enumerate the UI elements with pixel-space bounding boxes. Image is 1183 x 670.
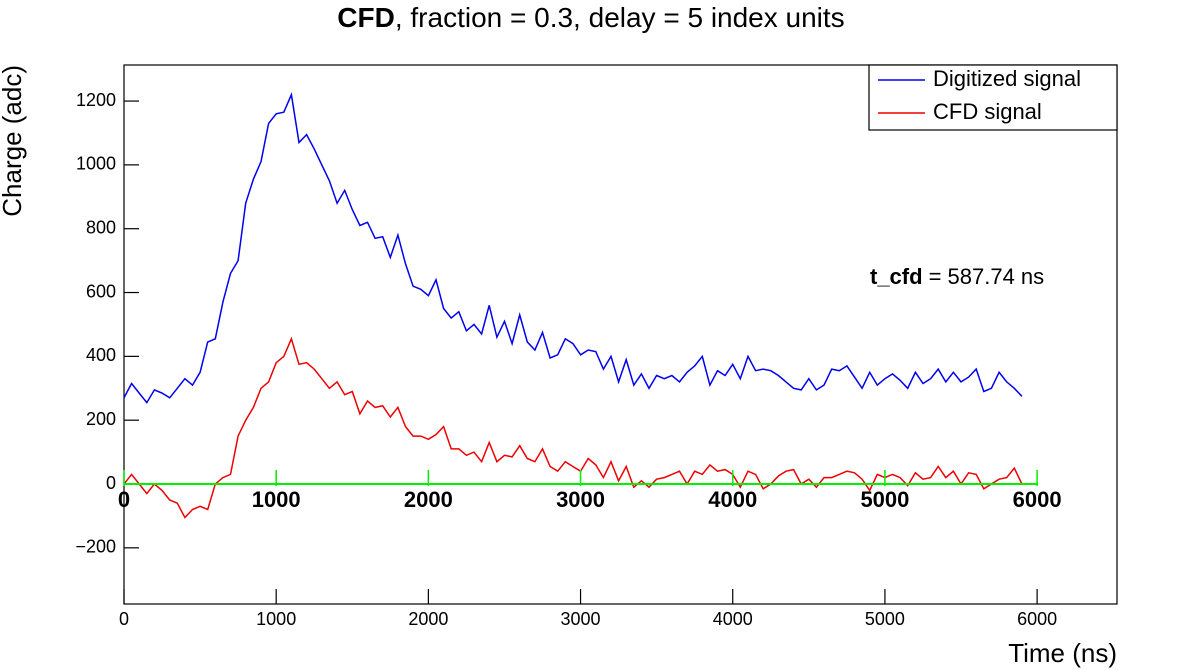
x-tick-label: 6000 (1017, 609, 1057, 629)
y-axis-label: Charge (adc) (0, 65, 27, 217)
series-line (123, 92, 1023, 404)
x-axis-label: Time (ns) (1008, 638, 1117, 668)
chart-title: CFD, fraction = 0.3, delay = 5 index uni… (337, 2, 844, 33)
annotation-name: t_cfd (870, 264, 923, 289)
cfd-axis-label: 4000 (708, 487, 757, 512)
y-tick-label: 800 (86, 217, 116, 237)
legend-label: Digitized signal (933, 66, 1081, 91)
y-tick-label: 1000 (76, 154, 116, 174)
y-tick-label: 400 (86, 345, 116, 365)
y-tick-label: 0 (106, 473, 116, 493)
cfd-axis-label: 0 (118, 487, 130, 512)
y-tick-label: 600 (86, 281, 116, 301)
x-tick-label: 3000 (561, 609, 601, 629)
cfd-axis-label: 6000 (1013, 487, 1062, 512)
title-rest: , fraction = 0.3, delay = 5 index units (395, 2, 845, 33)
x-tick-label: 4000 (713, 609, 753, 629)
annotation-text: = 587.74 ns (929, 264, 1045, 289)
legend-box (868, 64, 1118, 131)
series-line (123, 336, 1023, 519)
x-tick-label: 5000 (865, 609, 905, 629)
title-bold: CFD (337, 2, 395, 33)
cfd-axis-label: 1000 (252, 487, 301, 512)
y-tick-label: 1200 (76, 90, 116, 110)
x-tick-label: 2000 (408, 609, 448, 629)
y-tick-label: 200 (86, 409, 116, 429)
annotation: t_cfd = 587.74 ns (870, 264, 1044, 289)
y-tick-label: −200 (75, 537, 116, 557)
cfd-axis-label: 5000 (860, 487, 909, 512)
cfd-axis-label: 2000 (404, 487, 453, 512)
legend-label: CFD signal (933, 99, 1042, 124)
cfd-axis-label: 3000 (556, 487, 605, 512)
x-tick-label: 0 (119, 609, 129, 629)
plot-frame (123, 64, 1118, 605)
x-tick-label: 1000 (256, 609, 296, 629)
